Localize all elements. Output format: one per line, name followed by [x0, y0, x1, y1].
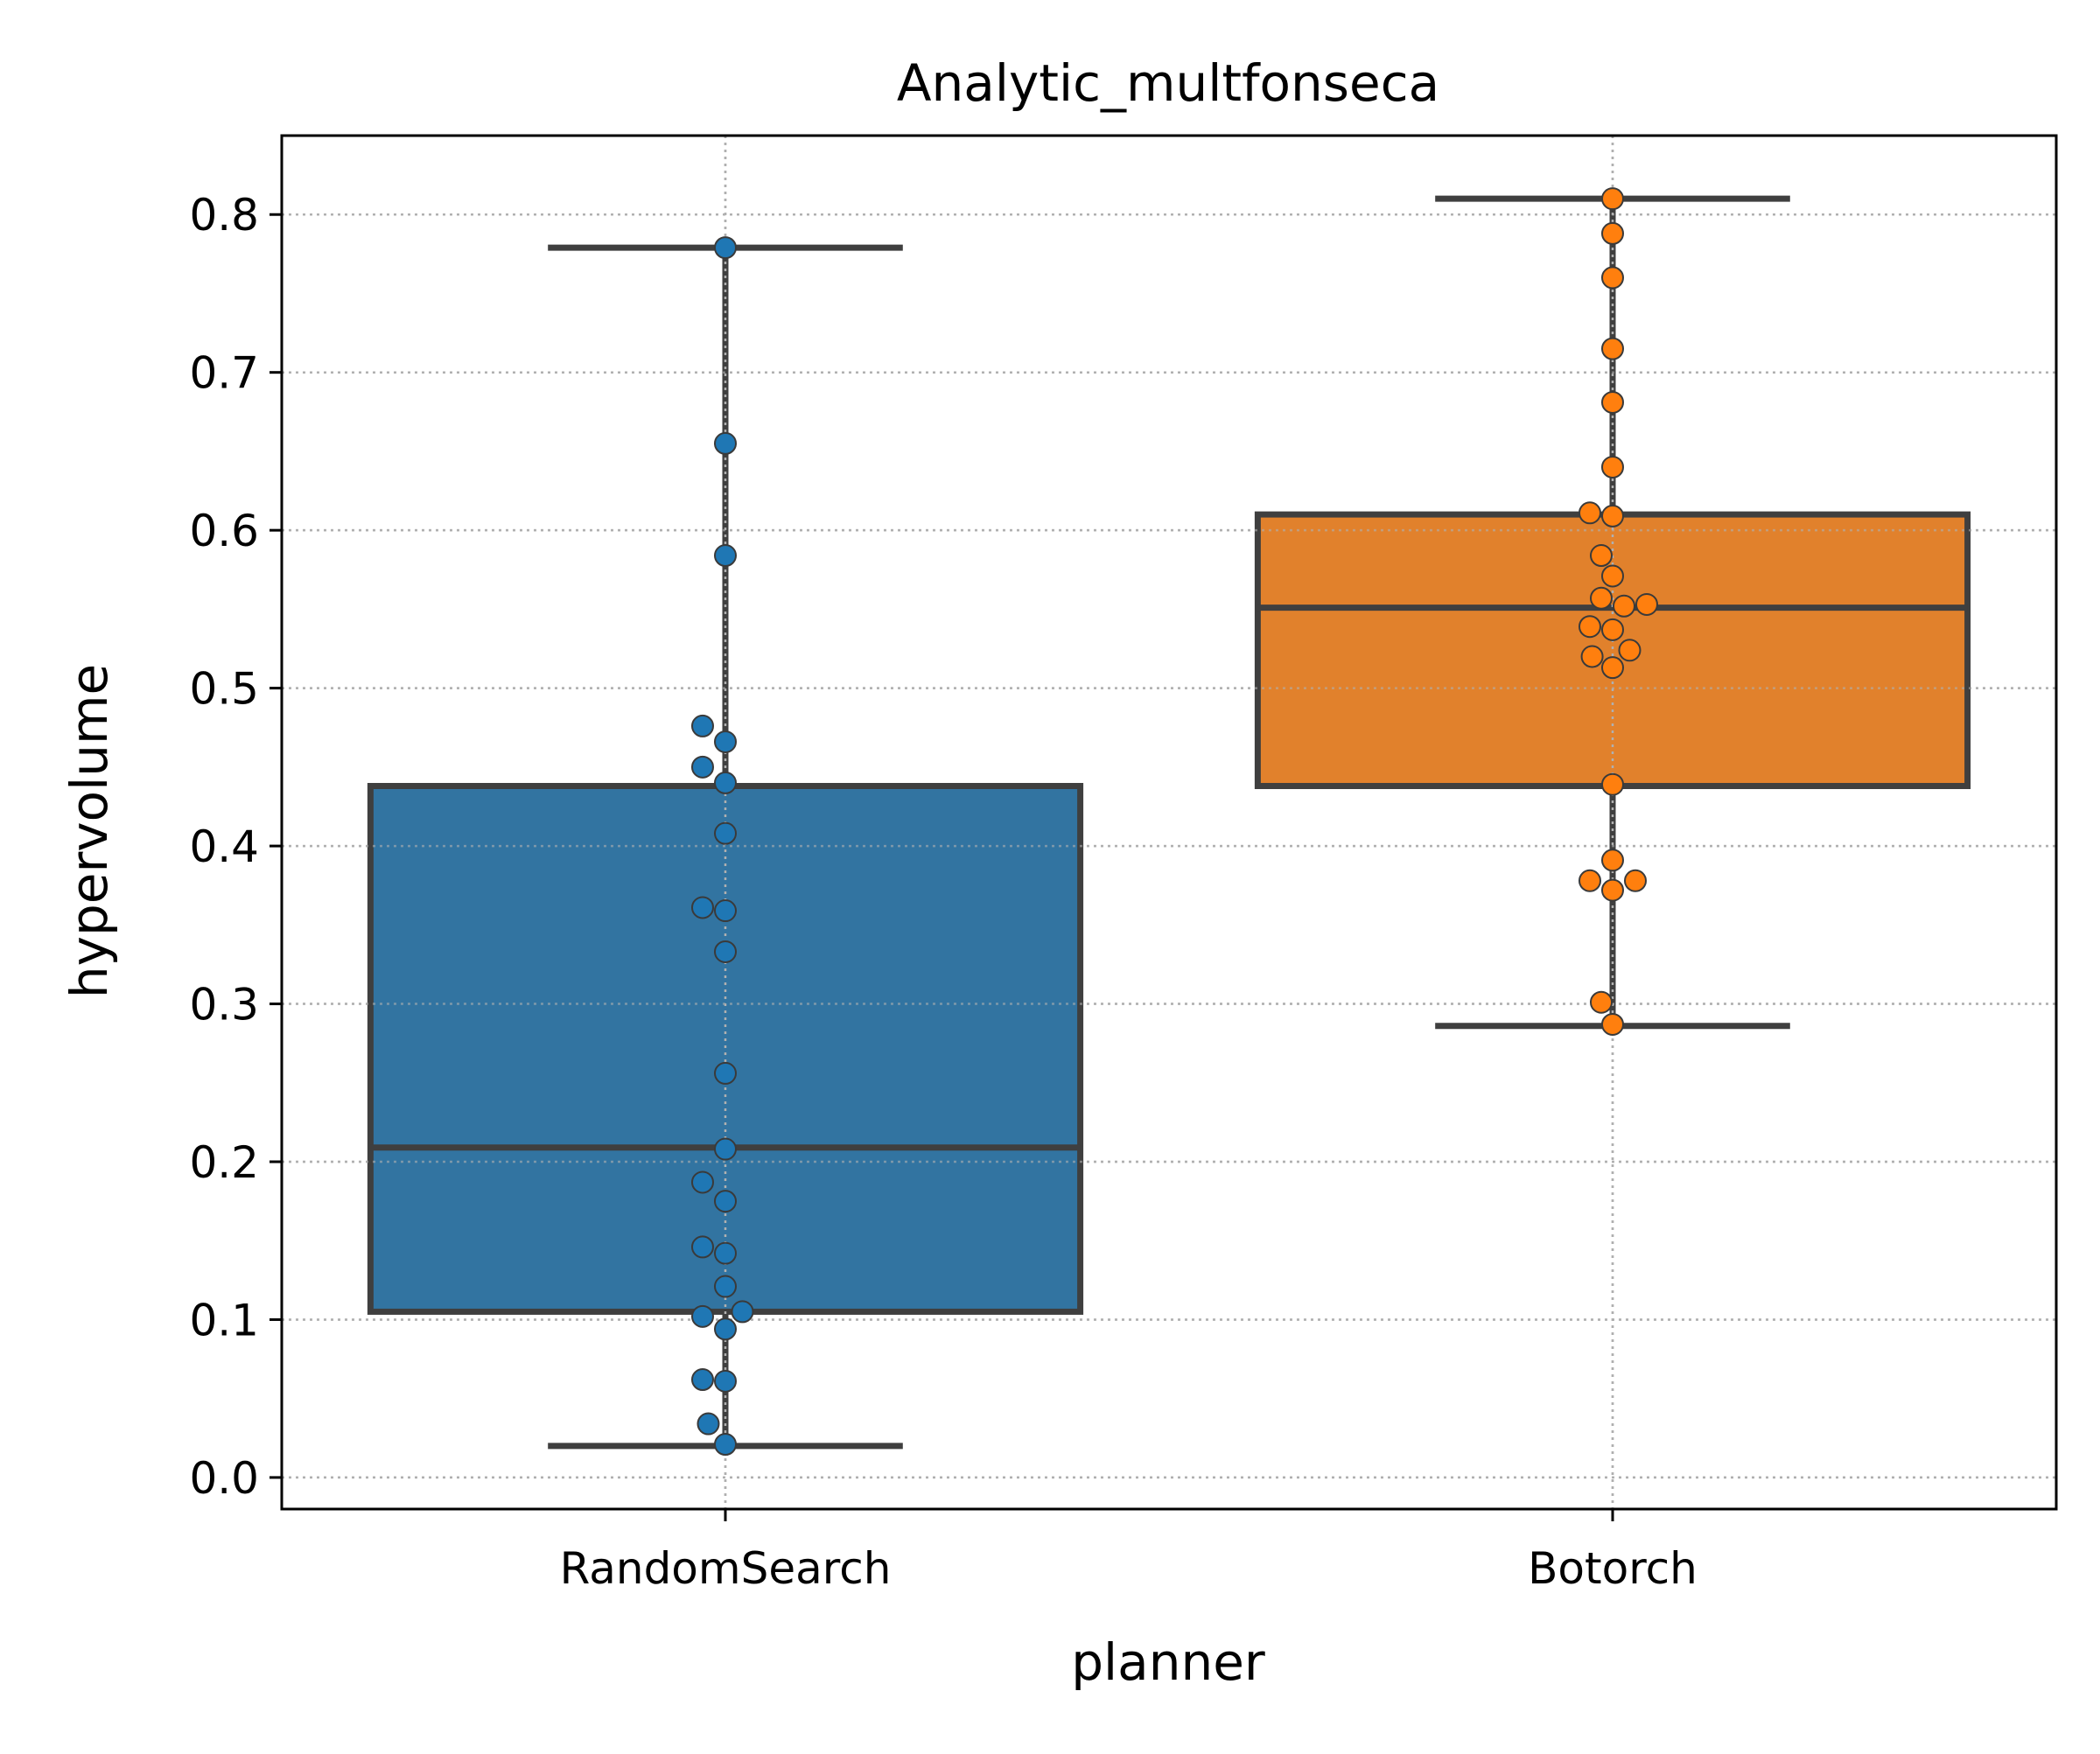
data-point-Botorch	[1601, 504, 1624, 528]
data-point-Botorch	[1601, 618, 1624, 641]
data-point-RandomSearch	[714, 1433, 737, 1457]
data-point-RandomSearch	[714, 1275, 737, 1298]
y-tick-label: 0.5	[189, 664, 259, 715]
data-point-Botorch	[1601, 878, 1624, 902]
chart-title: Analytic_multfonseca	[897, 53, 1439, 113]
data-point-RandomSearch	[714, 1137, 737, 1161]
data-point-Botorch	[1578, 869, 1601, 892]
data-point-Botorch	[1601, 849, 1624, 872]
y-tick-label: 0.3	[189, 980, 259, 1031]
x-tick-label: Botorch	[1528, 1543, 1698, 1594]
data-point-RandomSearch	[691, 1368, 714, 1392]
y-tick-label: 0.8	[189, 190, 259, 241]
data-point-RandomSearch	[714, 236, 737, 260]
plot-frame	[280, 134, 2058, 1511]
data-point-RandomSearch	[714, 431, 737, 455]
data-point-Botorch	[1601, 221, 1624, 245]
data-point-RandomSearch	[714, 821, 737, 845]
iqr-box	[1254, 511, 1971, 789]
data-point-Botorch	[1590, 990, 1613, 1014]
axis-layer: 0.0 0.1 0.2 0.3 0.4 0.5 0.6 0.7 0.8 RandomSearch B…	[189, 134, 2058, 1594]
data-point-Botorch	[1613, 594, 1635, 618]
data-point-RandomSearch	[714, 544, 737, 568]
y-tick-label: 0.6	[189, 506, 259, 556]
data-point-RandomSearch	[714, 940, 737, 963]
point-layer	[691, 187, 1658, 1457]
x-axis-label: planner	[1071, 1632, 1265, 1692]
data-point-Botorch	[1601, 772, 1624, 796]
data-point-Botorch	[1624, 869, 1647, 892]
data-point-Botorch	[1601, 455, 1624, 479]
data-point-RandomSearch	[691, 1170, 714, 1194]
data-point-RandomSearch	[714, 730, 737, 753]
data-point-Botorch	[1601, 337, 1624, 360]
data-point-Botorch	[1578, 501, 1601, 525]
data-point-RandomSearch	[714, 1241, 737, 1265]
data-point-Botorch	[1601, 1012, 1624, 1036]
box-layer	[282, 136, 2056, 1509]
data-point-RandomSearch	[691, 896, 714, 919]
data-point-Botorch	[1580, 645, 1604, 668]
data-point-RandomSearch	[714, 1190, 737, 1213]
data-point-RandomSearch	[714, 1369, 737, 1393]
y-tick-label: 0.1	[189, 1295, 259, 1345]
data-point-Botorch	[1601, 187, 1624, 211]
data-point-Botorch	[1601, 564, 1624, 588]
data-point-Botorch	[1590, 544, 1613, 568]
data-point-RandomSearch	[691, 1235, 714, 1259]
y-tick-label: 0.4	[189, 821, 259, 872]
y-tick-label: 0.0	[189, 1453, 259, 1504]
data-point-Botorch	[1590, 586, 1613, 610]
data-point-RandomSearch	[696, 1412, 720, 1436]
y-tick-label: 0.7	[189, 348, 259, 399]
data-point-RandomSearch	[714, 771, 737, 794]
data-point-Botorch	[1635, 592, 1658, 616]
data-point-Botorch	[1618, 639, 1642, 662]
data-point-RandomSearch	[691, 755, 714, 779]
data-point-RandomSearch	[691, 1304, 714, 1328]
y-axis-label: hypervolume	[60, 664, 119, 998]
data-point-Botorch	[1601, 390, 1624, 414]
data-point-RandomSearch	[731, 1300, 754, 1324]
x-tick-label: RandomSearch	[560, 1543, 892, 1594]
data-point-Botorch	[1601, 656, 1624, 680]
data-point-RandomSearch	[691, 714, 714, 737]
y-tick-label: 0.2	[189, 1137, 259, 1188]
data-point-Botorch	[1578, 615, 1601, 639]
data-point-RandomSearch	[714, 1061, 737, 1085]
box-group-Botorch	[1254, 195, 1971, 1030]
data-point-Botorch	[1601, 266, 1624, 290]
data-point-RandomSearch	[714, 899, 737, 923]
data-point-RandomSearch	[714, 1317, 737, 1341]
